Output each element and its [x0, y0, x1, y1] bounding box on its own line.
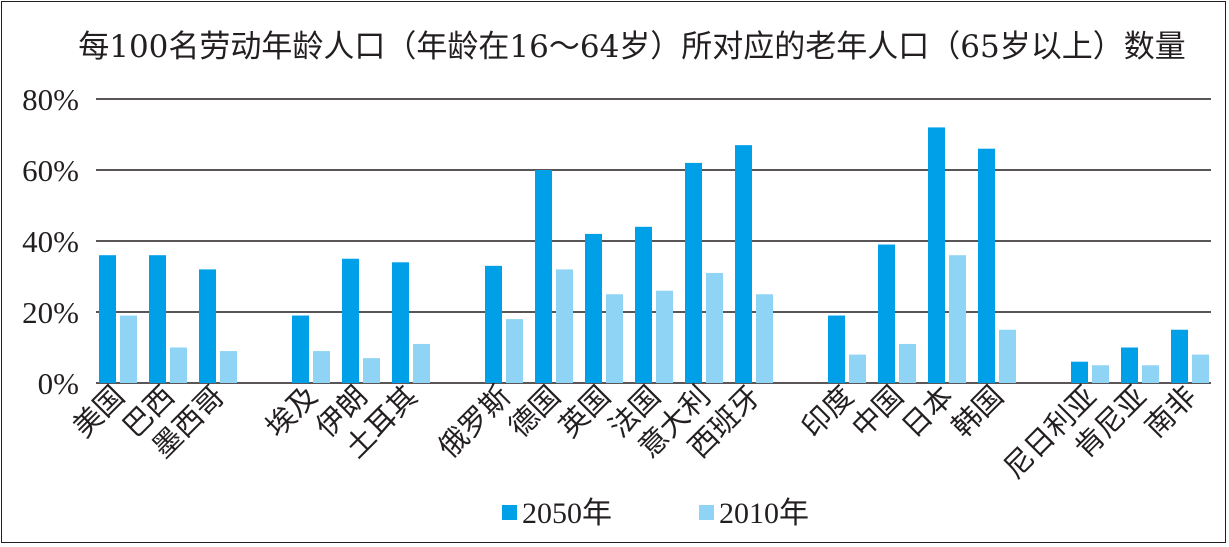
- bar-2010-15: [999, 329, 1016, 383]
- bars: [99, 127, 1209, 384]
- y-tick-label: 20%: [22, 295, 79, 330]
- y-tick-label: 40%: [22, 224, 79, 259]
- bar-2050-17: [1121, 347, 1138, 383]
- legend-label: 2050年: [522, 497, 612, 530]
- bar-2050-9: [635, 226, 652, 383]
- bar-2050-0: [99, 255, 116, 383]
- bar-2010-14: [949, 255, 966, 383]
- x-category-label: 日本: [895, 379, 960, 444]
- bar-2050-1: [149, 255, 166, 383]
- bar-2050-16: [1071, 361, 1088, 383]
- y-tick-label: 80%: [22, 82, 79, 117]
- x-category-label: 埃及: [259, 379, 324, 444]
- x-category-label: 韩国: [945, 379, 1010, 444]
- bar-2050-3: [292, 315, 309, 383]
- bar-2010-0: [120, 315, 137, 383]
- y-tick-label: 60%: [22, 153, 79, 188]
- x-category-label: 南非: [1138, 379, 1203, 444]
- bar-2010-4: [363, 358, 380, 383]
- legend-swatch: [699, 505, 714, 520]
- bar-2010-8: [606, 294, 623, 383]
- legend-label: 2010年: [719, 497, 809, 530]
- bar-2010-7: [556, 269, 573, 383]
- bar-2050-10: [685, 162, 702, 383]
- bar-2010-16: [1092, 365, 1109, 383]
- bar-2050-5: [392, 262, 409, 383]
- x-category-label: 德国: [502, 379, 567, 444]
- x-category-label: 英国: [552, 379, 617, 444]
- bar-2010-10: [706, 272, 723, 383]
- bar-2010-17: [1142, 365, 1159, 383]
- bar-2050-13: [878, 244, 895, 383]
- bar-2010-3: [313, 351, 330, 383]
- bar-2010-5: [413, 343, 430, 383]
- bar-2050-14: [928, 127, 945, 384]
- bar-2010-18: [1192, 354, 1209, 383]
- bar-2010-1: [170, 347, 187, 383]
- bar-2050-11: [735, 145, 752, 383]
- chart-title: 每100名劳动年龄人口（年龄在16～64岁）所对应的老年人口（65岁以上）数量: [78, 29, 1186, 65]
- bar-2050-18: [1171, 329, 1188, 383]
- legend-swatch: [502, 505, 517, 520]
- y-axis-ticks: 0% 20% 40% 60% 80%: [22, 82, 79, 401]
- bar-2050-6: [485, 265, 502, 383]
- x-category-label: 印度: [795, 379, 860, 444]
- bar-2050-4: [342, 258, 359, 383]
- bar-2050-12: [828, 315, 845, 383]
- bar-2050-7: [535, 170, 552, 383]
- legend: 2050年 2010年: [502, 497, 809, 530]
- bar-2050-8: [585, 233, 602, 383]
- bar-2010-6: [506, 319, 523, 383]
- bar-2050-2: [199, 269, 216, 383]
- y-tick-label: 0%: [38, 366, 79, 401]
- bar-2010-2: [220, 351, 237, 383]
- bar-2010-12: [849, 354, 866, 383]
- x-category-label: 中国: [845, 379, 910, 444]
- bar-2010-11: [756, 294, 773, 383]
- gridlines: [96, 98, 1211, 384]
- bar-2050-15: [978, 148, 995, 383]
- bar-2010-9: [656, 290, 673, 383]
- bar-2010-13: [899, 343, 916, 383]
